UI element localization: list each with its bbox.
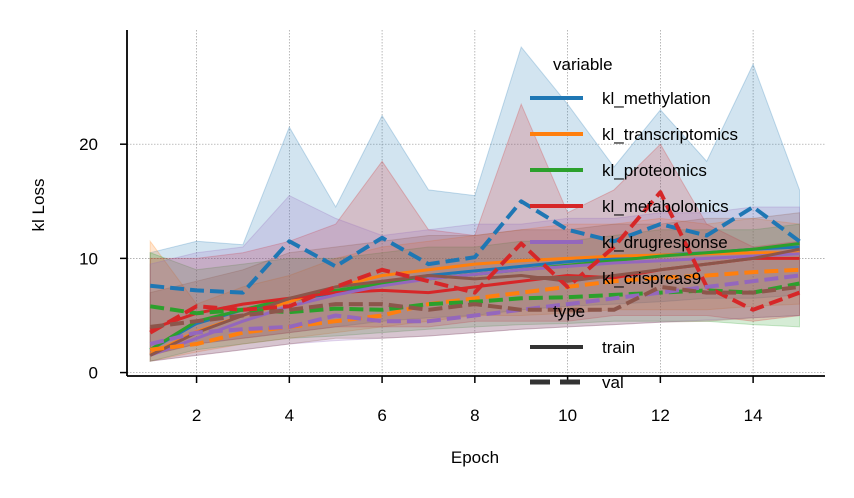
- legend-label-val: val: [602, 373, 624, 392]
- legend-label-kl_proteomics: kl_proteomics: [602, 161, 707, 180]
- line-kl_metabolomics-val: [149, 190, 801, 335]
- x-tick-label-8: 8: [470, 406, 479, 425]
- series-lines: [149, 190, 801, 357]
- x-tick-label-10: 10: [558, 406, 577, 425]
- y-tick-label-20: 20: [79, 135, 98, 154]
- x-tick-label-4: 4: [285, 406, 294, 425]
- legend: variable kl_methylation kl_transcriptomics…: [530, 55, 738, 392]
- legend-label-kl_methylation: kl_methylation: [602, 89, 711, 108]
- line-kl_drugresponse-train: [149, 252, 800, 357]
- y-tick-label-10: 10: [79, 249, 98, 268]
- y-tick-label-0: 0: [89, 364, 98, 383]
- x-tick-label-14: 14: [744, 406, 763, 425]
- y-axis-title: kl Loss: [29, 179, 48, 232]
- legend-label-kl_transcriptomics: kl_transcriptomics: [602, 125, 738, 144]
- legend-label-kl_crisprcas9: kl_crisprcas9: [602, 269, 701, 288]
- legend-title-variable: variable: [553, 55, 613, 74]
- axes: 2 4 6 8 10 12 14 0 10 20 Epoch kl Loss: [29, 30, 825, 467]
- legend-label-kl_drugresponse: kl_drugresponse: [602, 233, 728, 252]
- line-kl_methylation-val: [150, 199, 801, 295]
- x-tick-label-6: 6: [377, 406, 386, 425]
- legend-title-type: type: [553, 302, 585, 321]
- line-kl_transcriptomics-val: [149, 267, 800, 352]
- x-axis-title: Epoch: [451, 448, 499, 467]
- legend-label-train: train: [602, 338, 635, 357]
- x-tick-label-12: 12: [651, 406, 670, 425]
- legend-label-kl_metabolomics: kl_metabolomics: [602, 197, 729, 216]
- line-kl_crisprcas9-val: [149, 284, 800, 329]
- x-tick-label-2: 2: [192, 406, 201, 425]
